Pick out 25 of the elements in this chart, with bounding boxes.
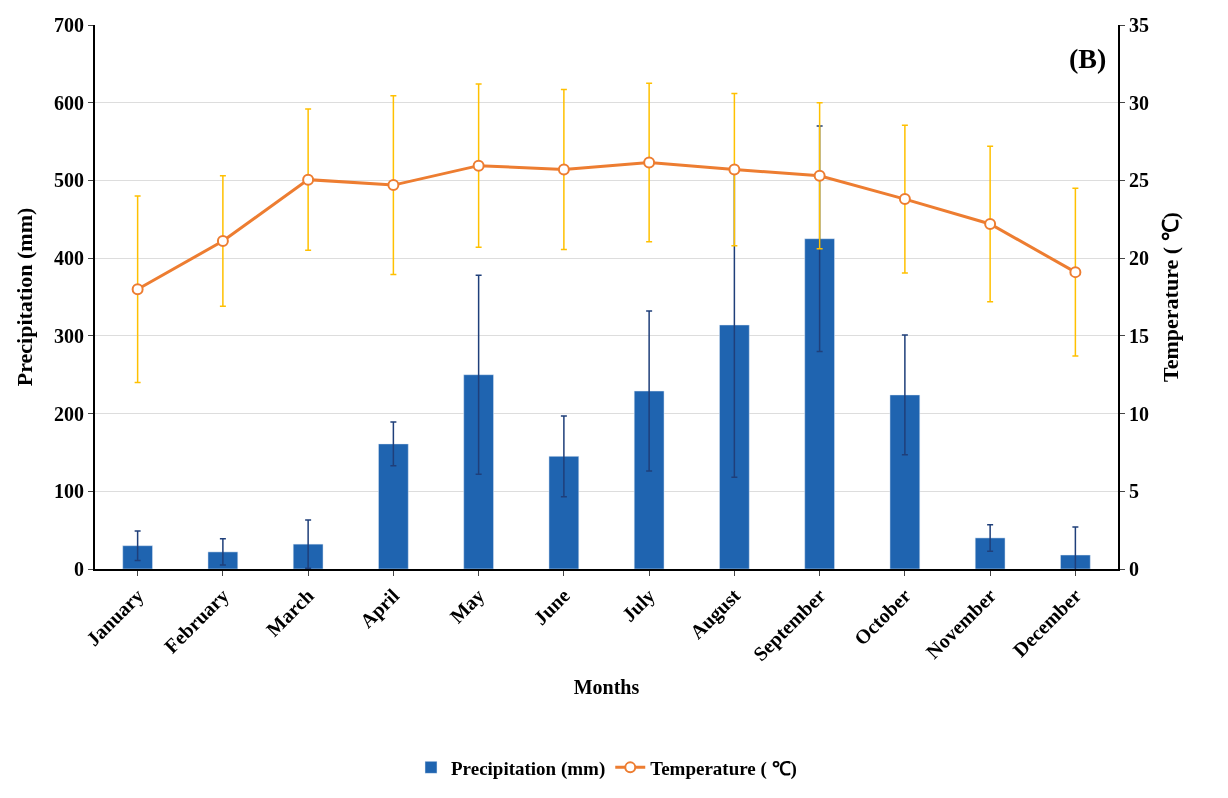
y2-tick-label: 30 — [1129, 91, 1149, 114]
y-axis-title: Precipitation (mm) — [12, 207, 38, 387]
y2-tick-label: 0 — [1129, 558, 1139, 580]
y-tick-label: 300 — [54, 324, 84, 347]
y2-tick-label: 20 — [1129, 247, 1149, 270]
x-tick-label: June — [529, 584, 574, 629]
y-tick-label: 400 — [54, 247, 84, 270]
x-tick-label: July — [617, 584, 660, 627]
y-tick-label: 100 — [54, 480, 84, 503]
y2-axis-title: Temperature ( ℃) — [1158, 212, 1184, 382]
y-tick-label: 700 — [54, 14, 84, 36]
y2-tick-label: 5 — [1129, 480, 1139, 503]
y-tick-label: 500 — [54, 169, 84, 192]
x-axis-title: Months — [573, 675, 640, 698]
y2-tick-label: 10 — [1129, 402, 1149, 425]
y-tick-label: 600 — [54, 91, 84, 114]
annotation: (B) — [1069, 43, 1107, 74]
legend-label: Precipitation (mm) — [451, 757, 606, 780]
legend-label: Temperature ( ℃) — [650, 757, 797, 780]
y2-tick-label: 35 — [1129, 14, 1149, 36]
y-tick-label: 200 — [54, 402, 84, 425]
y-tick-label: 0 — [74, 558, 84, 580]
y2-tick-label: 15 — [1129, 324, 1149, 347]
x-tick-label: May — [445, 584, 490, 629]
y2-tick-label: 25 — [1129, 169, 1149, 192]
